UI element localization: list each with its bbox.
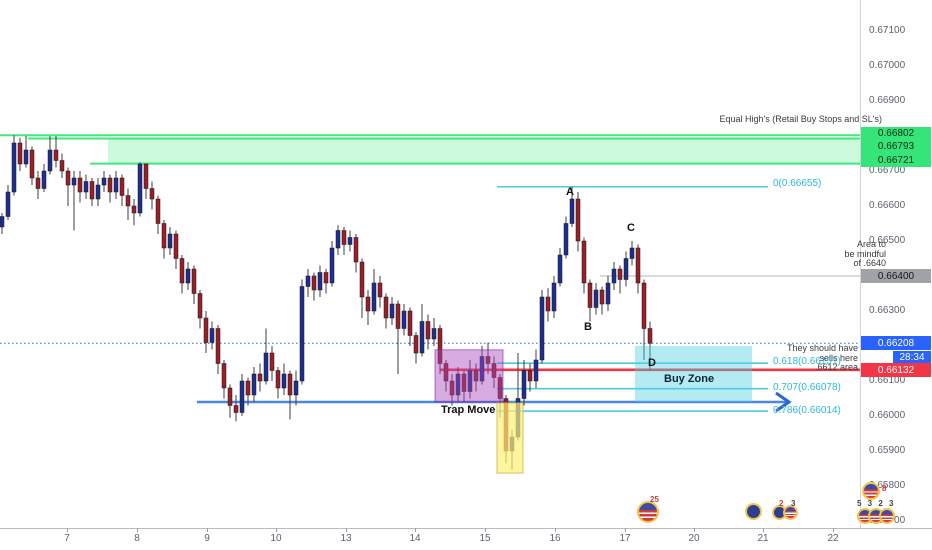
event-count: 3 [791, 499, 796, 508]
event-count: 8 [882, 484, 887, 493]
point-c: C [627, 222, 635, 234]
equal-highs-zone [108, 138, 860, 164]
x-tick-label: 16 [549, 533, 561, 544]
event-flag-icon[interactable] [745, 503, 762, 520]
x-tick-mark [207, 528, 208, 532]
x-tick-mark [555, 528, 556, 532]
x-tick-label: 10 [270, 533, 282, 544]
y-tick-label: 0.65800 [869, 480, 906, 491]
x-tick-label: 15 [479, 533, 491, 544]
event-flag-icon[interactable] [862, 482, 880, 500]
y-tick-label: 0.65900 [869, 445, 906, 456]
fib-label-618: 0.618(0.66151) [773, 356, 841, 367]
event-flag-icon[interactable] [879, 508, 895, 524]
area-mindful-note: Area to be mindful of .6640 [844, 239, 886, 268]
countdown-badge: 28:34 [893, 351, 931, 364]
x-tick-mark [833, 528, 834, 532]
point-a: A [566, 186, 574, 198]
y-tick-label: 0.66000 [869, 410, 906, 421]
y-tick-label: 0.66500 [869, 235, 906, 246]
x-tick-mark [485, 528, 486, 532]
x-tick-mark [694, 528, 695, 532]
equal-high-price-3: 0.66721 [877, 154, 915, 166]
x-tick-mark [625, 528, 626, 532]
x-tick-mark [415, 528, 416, 532]
fib-label-0: 0(0.66655) [773, 178, 822, 189]
arrow-head-icon [775, 391, 792, 413]
x-tick-label: 22 [827, 533, 839, 544]
sells-here-note: They should have sells here .6612 area [786, 343, 858, 372]
x-tick-label: 8 [134, 533, 140, 544]
x-tick-label: 9 [204, 533, 210, 544]
y-tick-label: 0.66100 [869, 375, 906, 386]
y-tick-label: 0.66700 [869, 165, 906, 176]
x-tick-label: 13 [340, 533, 352, 544]
trap-spike-rect [496, 402, 524, 474]
event-count: 2 [779, 499, 784, 508]
buy-zone-label: Buy Zone [664, 373, 715, 385]
event-flag-icon[interactable] [637, 501, 659, 523]
trap-range-rect [434, 349, 504, 403]
candlestick-series [0, 135, 653, 470]
trap-move-label: Trap Move [441, 404, 496, 416]
y-tick-label: 0.66300 [869, 305, 906, 316]
current-price-badge: 0.66208 [861, 336, 931, 350]
buy-zone-rect [635, 346, 752, 402]
event-flag-icon[interactable] [783, 505, 798, 520]
x-tick-mark [346, 528, 347, 532]
x-tick-mark [276, 528, 277, 532]
y-tick-label: 0.66600 [869, 200, 906, 211]
x-tick-label: 14 [409, 533, 421, 544]
fib-label-707: 0.707(0.66078) [773, 382, 841, 393]
point-d: D [648, 357, 656, 369]
red-price-badge: 0.66132 [861, 363, 931, 377]
x-tick-label: 17 [619, 533, 631, 544]
x-tick-mark [67, 528, 68, 532]
time-axis-line [0, 528, 932, 529]
x-tick-label: 7 [64, 533, 70, 544]
y-tick-label: 0.67000 [869, 60, 906, 71]
equal-high-price-1: 0.66802 [877, 128, 915, 140]
equal-highs-note: Equal High's (Retail Buy Stops and SL's) [719, 114, 882, 124]
fib-label-786: 0.786(0.66014) [773, 405, 841, 416]
event-count: 25 [650, 495, 659, 504]
gray-price-badge: 0.66400 [861, 269, 931, 283]
price-axis-divider [860, 0, 861, 528]
green-badge-block: 0.66802 0.66793 0.66721 [861, 127, 931, 167]
y-tick-label: 0.66900 [869, 95, 906, 106]
point-b: B [584, 321, 592, 333]
x-tick-mark [763, 528, 764, 532]
y-tick-label: 0.67100 [869, 25, 906, 36]
event-counts-row: 5 3 2 3 [857, 499, 896, 508]
x-tick-mark [137, 528, 138, 532]
equal-high-price-2: 0.66793 [877, 141, 915, 153]
x-tick-label: 20 [688, 533, 700, 544]
x-tick-label: 21 [757, 533, 769, 544]
